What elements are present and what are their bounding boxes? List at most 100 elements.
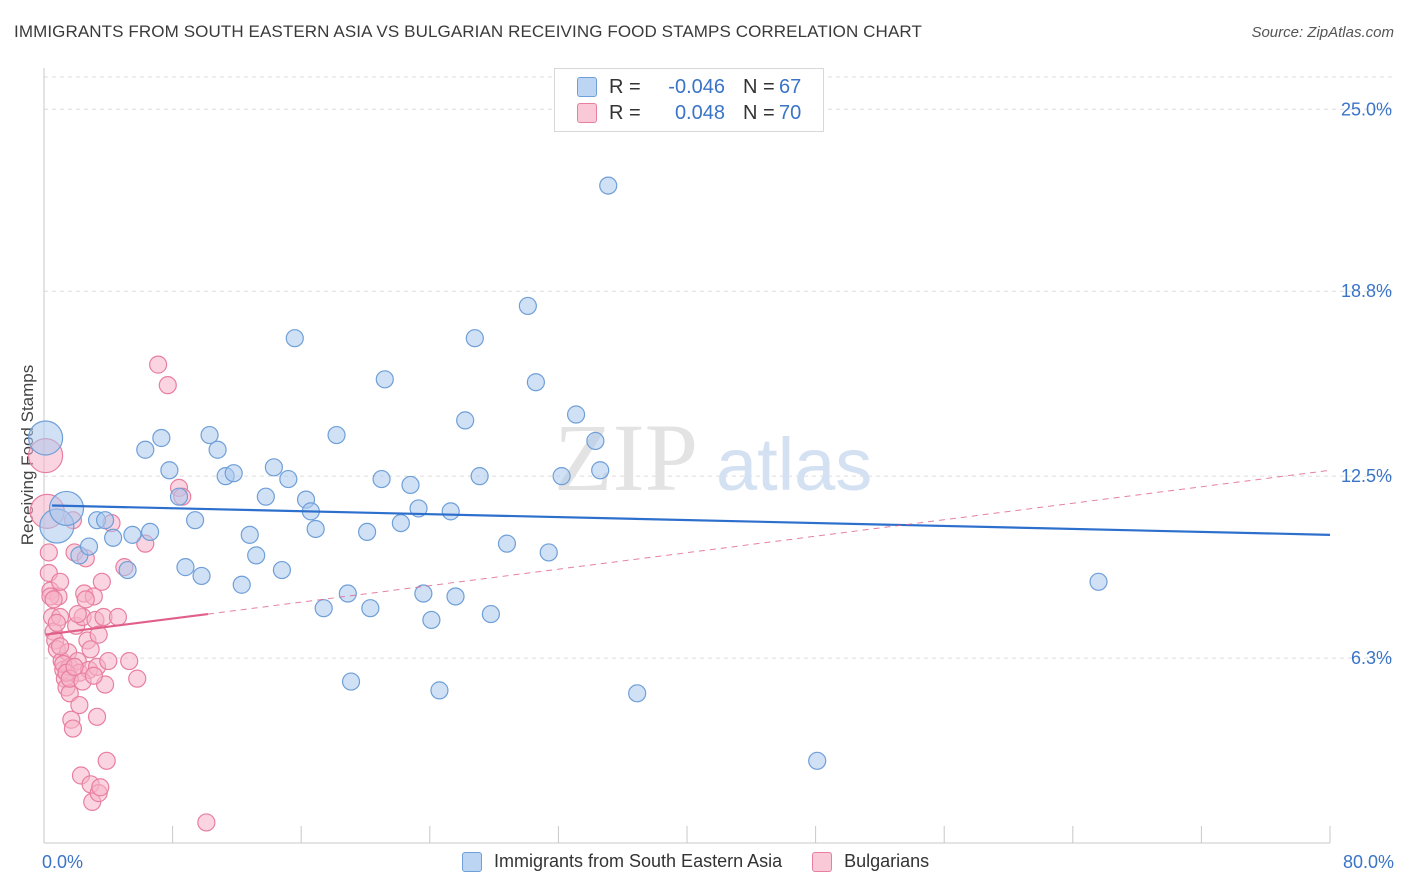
data-point[interactable] (414, 584, 433, 603)
data-point[interactable] (314, 599, 333, 618)
data-point[interactable] (1089, 572, 1108, 591)
data-point[interactable] (104, 528, 123, 547)
data-point[interactable] (446, 587, 465, 606)
r-value: 0.048 (674, 101, 725, 124)
data-point[interactable] (401, 475, 420, 495)
data-point[interactable] (118, 560, 137, 580)
data-point[interactable] (279, 469, 298, 489)
data-point[interactable] (87, 707, 107, 726)
data-point[interactable] (28, 420, 64, 456)
data-point[interactable] (247, 546, 266, 565)
data-point[interactable] (48, 490, 85, 527)
series-legend: Immigrants from South Eastern Asia Bulga… (462, 851, 959, 872)
data-point[interactable] (65, 657, 84, 677)
data-point[interactable] (591, 461, 610, 480)
data-point[interactable] (422, 610, 441, 630)
data-point[interactable] (552, 467, 571, 486)
data-point[interactable] (123, 525, 142, 544)
data-point[interactable] (197, 813, 216, 832)
data-point[interactable] (50, 637, 70, 656)
series-immigrants-se-asia (28, 176, 1108, 770)
data-point[interactable] (586, 431, 605, 451)
data-point[interactable] (327, 425, 346, 445)
data-point[interactable] (456, 411, 475, 430)
data-point[interactable] (481, 604, 500, 624)
legend-item-immigrants[interactable]: Immigrants from South Eastern Asia (462, 851, 782, 872)
data-point[interactable] (372, 469, 391, 489)
data-point[interactable] (176, 558, 195, 577)
data-point[interactable] (470, 467, 489, 486)
y-tick-label: 18.8% (1341, 281, 1392, 301)
data-point[interactable] (264, 458, 283, 477)
data-point[interactable] (441, 502, 460, 521)
data-point[interactable] (50, 572, 70, 591)
n-label: N = (743, 75, 775, 98)
data-point[interactable] (81, 640, 100, 659)
n-label: N = (743, 101, 775, 124)
data-point[interactable] (232, 575, 251, 594)
data-point[interactable] (84, 666, 103, 685)
data-point[interactable] (92, 572, 111, 591)
data-point[interactable] (285, 329, 304, 348)
data-point[interactable] (152, 428, 171, 448)
data-point[interactable] (120, 651, 139, 671)
data-point[interactable] (526, 373, 545, 392)
data-point[interactable] (91, 778, 110, 797)
data-point[interactable] (338, 584, 357, 603)
data-point[interactable] (160, 461, 179, 480)
data-point[interactable] (63, 719, 83, 738)
data-point[interactable] (566, 405, 586, 424)
data-point[interactable] (808, 751, 827, 770)
data-point[interactable] (169, 487, 189, 506)
data-point[interactable] (361, 599, 380, 618)
data-point[interactable] (186, 511, 205, 530)
data-point[interactable] (44, 590, 63, 609)
data-point[interactable] (140, 522, 160, 542)
pink-swatch (812, 851, 833, 872)
data-point[interactable] (149, 355, 168, 374)
data-point[interactable] (497, 534, 517, 553)
x-tick-max: 80.0% (1342, 852, 1394, 872)
data-point[interactable] (240, 525, 259, 544)
grid-layer (44, 76, 1392, 659)
data-point[interactable] (375, 370, 394, 389)
data-point[interactable] (200, 425, 219, 445)
data-point[interactable] (108, 607, 128, 627)
data-point[interactable] (599, 176, 618, 195)
correlation-legend: R = -0.046 N = 67 R = 0.048 N = 70 (554, 68, 824, 132)
data-point[interactable] (409, 499, 428, 518)
data-point[interactable] (518, 296, 537, 316)
data-point[interactable] (136, 440, 155, 459)
data-point[interactable] (391, 513, 410, 533)
data-point[interactable] (47, 613, 66, 632)
x-tick-min: 0.0% (42, 852, 84, 872)
data-point[interactable] (79, 537, 99, 556)
data-point[interactable] (430, 681, 449, 700)
data-point[interactable] (341, 672, 361, 691)
data-point[interactable] (128, 669, 147, 688)
data-point[interactable] (208, 440, 227, 459)
data-point[interactable] (70, 695, 89, 715)
data-point[interactable] (89, 625, 108, 644)
data-point[interactable] (192, 566, 211, 586)
data-point[interactable] (97, 751, 116, 770)
data-point[interactable] (256, 487, 275, 506)
legend-item-bulgarians[interactable]: Bulgarians (812, 851, 929, 872)
data-point[interactable] (465, 329, 484, 348)
data-point[interactable] (99, 651, 118, 671)
data-point[interactable] (358, 522, 377, 542)
trend-line-bulgarians (45, 612, 209, 636)
chart-title: IMMIGRANTS FROM SOUTH EASTERN ASIA VS BU… (14, 22, 922, 41)
data-point[interactable] (39, 543, 58, 562)
data-point[interactable] (76, 590, 95, 609)
r-label: R = (609, 101, 641, 124)
data-point[interactable] (158, 376, 177, 395)
data-point[interactable] (539, 543, 558, 562)
data-point[interactable] (628, 684, 647, 703)
data-point[interactable] (95, 511, 115, 530)
data-point[interactable] (306, 519, 325, 539)
data-point[interactable] (68, 604, 87, 624)
data-point[interactable] (272, 560, 292, 580)
data-point[interactable] (224, 464, 243, 483)
